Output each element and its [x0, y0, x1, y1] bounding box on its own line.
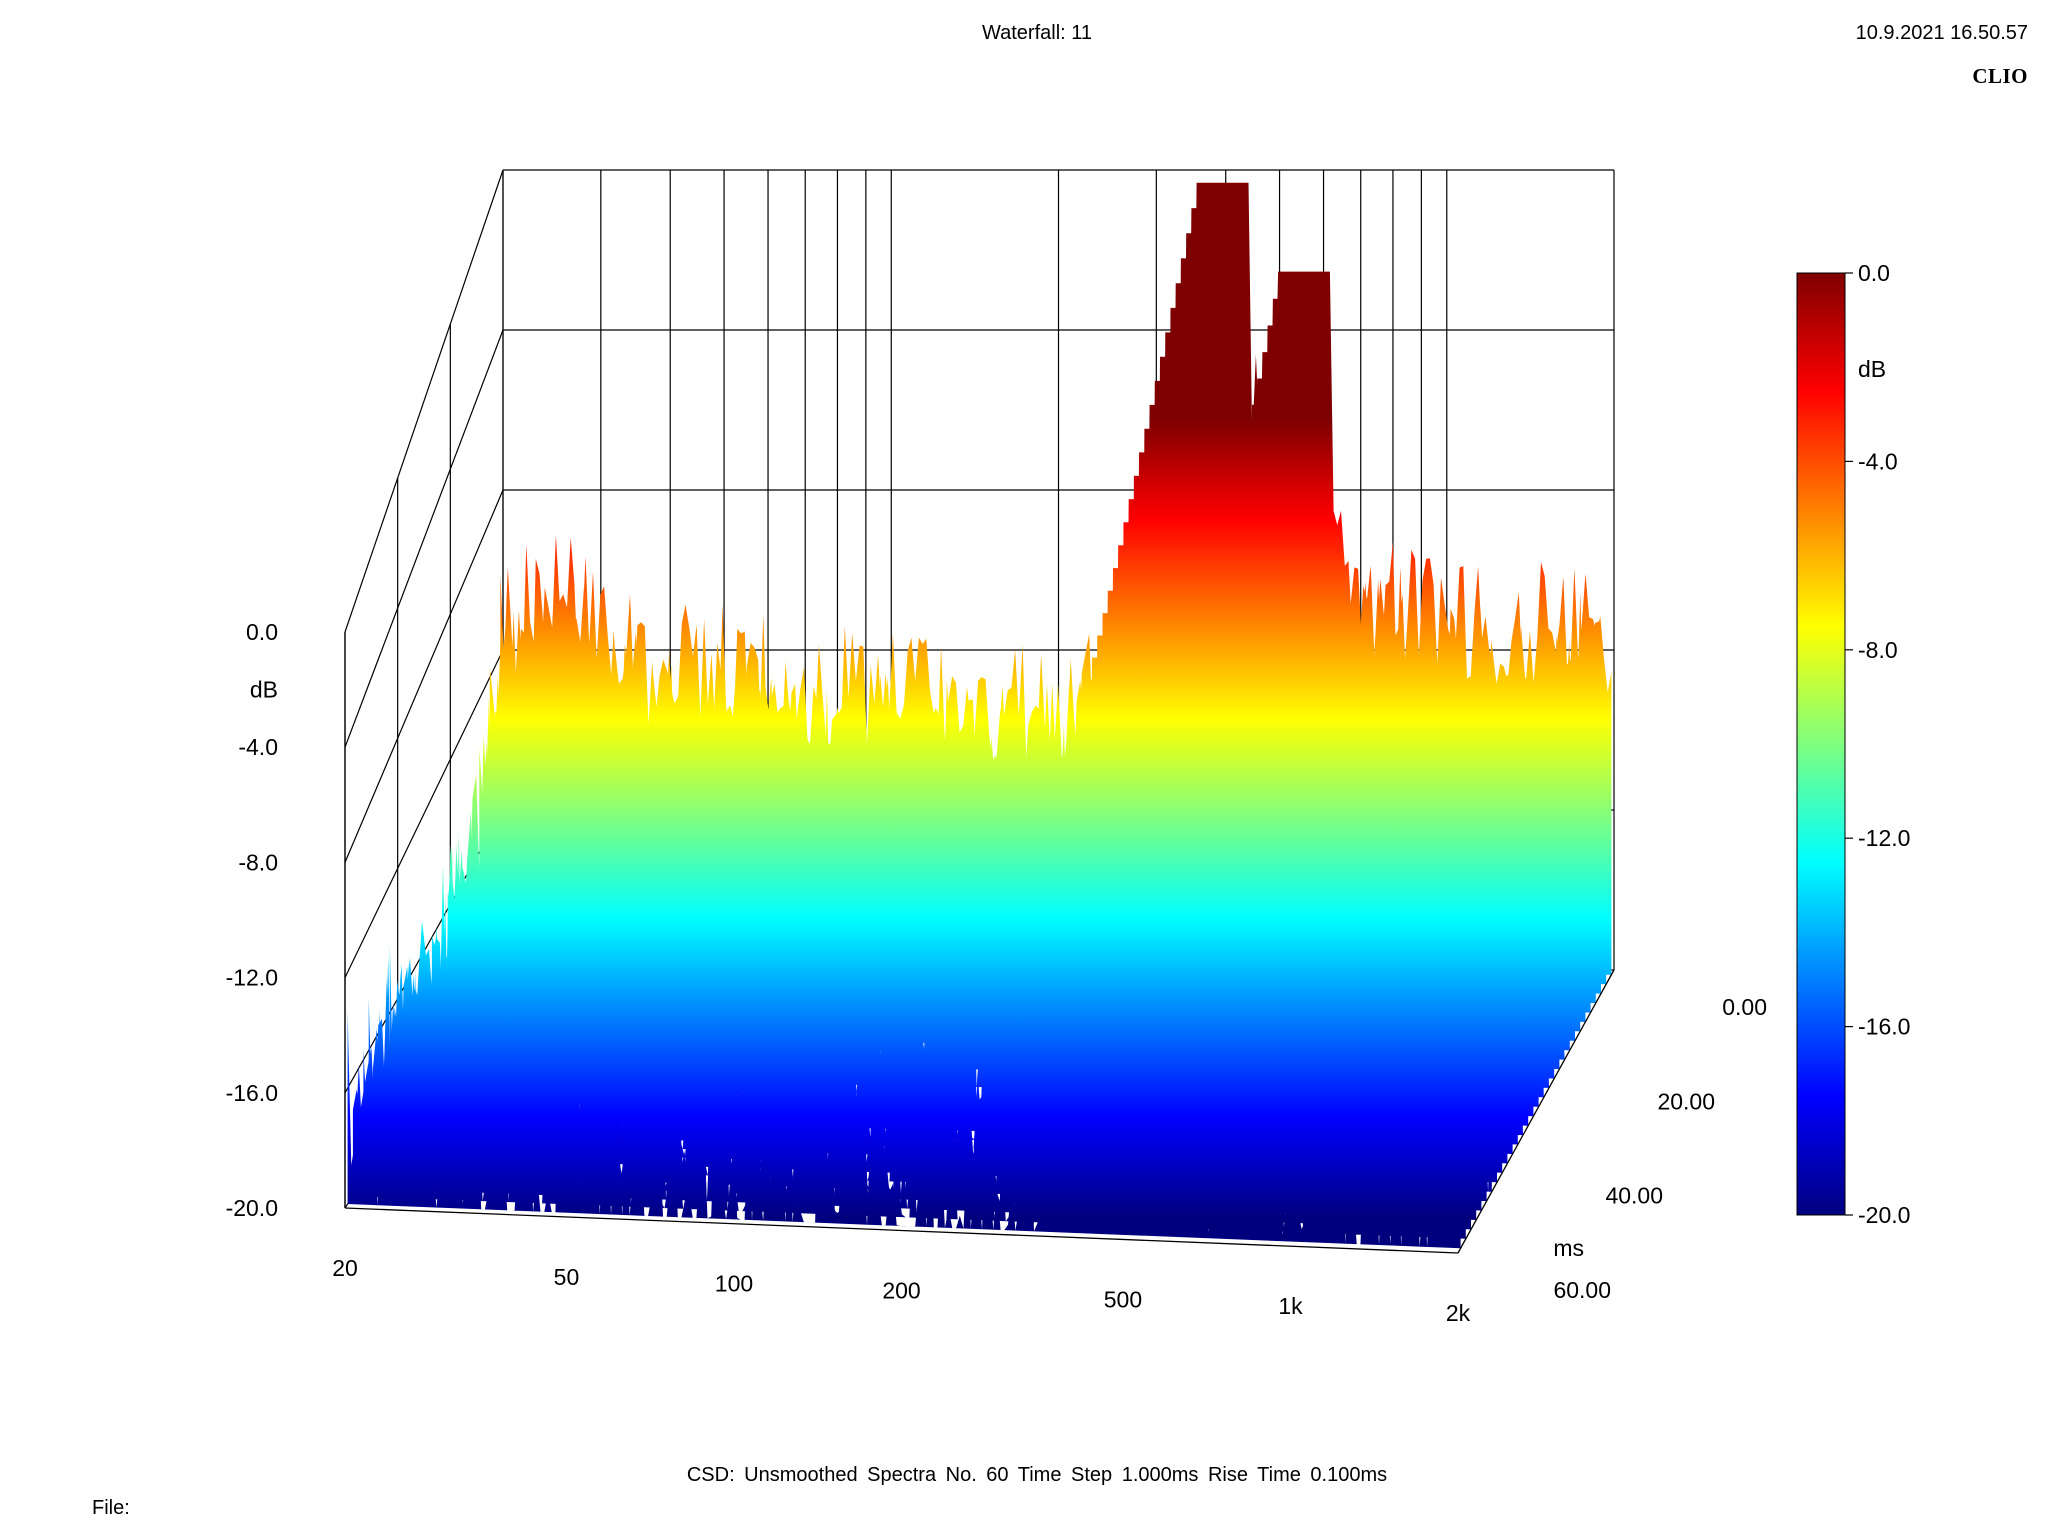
time-axis-label: ms [1553, 1235, 1584, 1261]
time-axis: 0.00 20.00 40.00 60.00 ms [1553, 994, 1767, 1303]
db-tick-label: -4.0 [238, 734, 278, 760]
colorbar: 0.0 -4.0 -8.0 -12.0 -16.0 -20.0 dB [1796, 260, 1910, 1228]
frequency-tick-label: 1k [1278, 1293, 1303, 1319]
spectrum-slice-1 [500, 182, 1612, 975]
frequency-axis: 20 50 100 200 500 1k 2k [332, 1255, 1470, 1326]
measurement-settings: CSD: Unsmoothed Spectra No. 60 Time Step… [686, 1464, 1388, 1486]
frequency-tick-label: 200 [882, 1278, 920, 1304]
file-label: File: [92, 1497, 130, 1519]
colorbar-tick-label: -8.0 [1858, 637, 1898, 663]
colorbar-tick-label: 0.0 [1858, 260, 1890, 286]
front-frame [344, 632, 1615, 1254]
db-axis-label: dB [250, 677, 278, 703]
colorbar-tick-label: -16.0 [1858, 1014, 1910, 1040]
frequency-tick-label: 500 [1104, 1286, 1142, 1312]
db-tick-label: -8.0 [238, 849, 278, 875]
time-tick-label: 20.00 [1657, 1088, 1715, 1114]
frequency-tick-label: 20 [332, 1255, 358, 1281]
frequency-tick-label: 100 [715, 1271, 753, 1297]
brand-logo: CLIO [1972, 64, 2028, 88]
db-tick-label: -16.0 [226, 1080, 278, 1106]
chart-title: Waterfall: 11 [981, 22, 1093, 44]
frequency-tick-label: 50 [554, 1264, 580, 1290]
db-axis: 0.0 -4.0 -8.0 -12.0 -16.0 -20.0 dB [226, 619, 278, 1221]
time-tick-label: 40.00 [1605, 1183, 1663, 1209]
time-tick-label: 60.00 [1553, 1277, 1611, 1303]
colorbar-gradient [1796, 272, 1846, 1216]
colorbar-label: dB [1858, 356, 1886, 382]
colorbar-tick-label: -12.0 [1858, 825, 1910, 851]
db-tick-label: -20.0 [226, 1195, 278, 1221]
db-tick-label: 0.0 [246, 619, 278, 645]
time-tick-label: 0.00 [1722, 994, 1767, 1020]
waterfall-surface [347, 182, 1612, 1249]
colorbar-tick-label: -4.0 [1858, 448, 1898, 474]
frequency-tick-label: 2k [1446, 1300, 1471, 1326]
colorbar-tick-label: -20.0 [1858, 1202, 1910, 1228]
db-tick-label: -12.0 [226, 965, 278, 991]
timestamp: 10.9.2021 16.50.57 [1855, 22, 2028, 44]
